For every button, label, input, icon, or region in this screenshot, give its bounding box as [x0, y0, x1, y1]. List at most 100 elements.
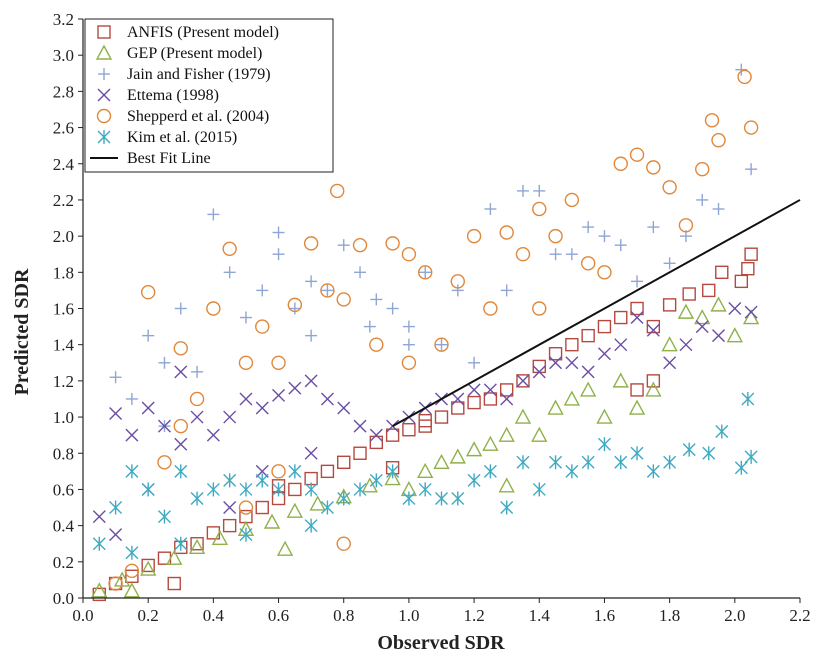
data-point-circle	[629, 147, 645, 162]
data-point-plus	[435, 338, 448, 351]
data-point-plus	[191, 365, 204, 378]
legend-marker-square	[97, 25, 111, 39]
data-point-triangle	[482, 435, 499, 451]
data-point-circle	[271, 355, 286, 370]
data-point-plus	[305, 329, 318, 342]
data-point-x	[223, 410, 237, 424]
data-point-circle	[206, 301, 221, 316]
data-point-asterisk	[272, 482, 286, 497]
data-point-circle	[613, 156, 628, 171]
data-point-circle	[369, 337, 384, 352]
data-point-x	[288, 381, 302, 395]
data-point-circle	[238, 500, 254, 515]
data-point-square	[141, 558, 155, 573]
data-point-triangle	[263, 513, 281, 529]
data-point-plus	[500, 284, 513, 297]
data-point-plus	[174, 302, 187, 315]
data-point-circle	[711, 133, 726, 148]
data-point-triangle	[449, 448, 466, 464]
data-point-circle	[173, 418, 188, 434]
data-point-plus	[272, 226, 285, 239]
data-point-plus	[419, 266, 432, 279]
data-point-circle	[124, 563, 140, 579]
data-point-circle	[238, 355, 254, 370]
x-axis-title: Observed SDR	[377, 632, 505, 654]
legend-label: GEP (Present model)	[127, 45, 262, 62]
y-tick-label: 1.0	[53, 408, 74, 427]
data-point-triangle	[612, 372, 629, 388]
data-point-square	[418, 419, 432, 433]
data-point-asterisk	[402, 491, 416, 506]
legend-marker-asterisk	[97, 130, 111, 144]
data-point-plus	[142, 329, 155, 342]
data-point-circle	[140, 285, 156, 300]
data-point-x	[451, 392, 465, 406]
data-point-x	[581, 365, 595, 379]
legend: ANFIS (Present model) GEP (Present model)…	[84, 18, 334, 173]
data-point-asterisk	[92, 536, 106, 551]
y-tick-label: 0.8	[53, 444, 74, 463]
data-point-plus	[363, 320, 376, 333]
data-point-plus	[516, 184, 529, 197]
data-point-asterisk	[483, 464, 497, 479]
data-point-square	[222, 518, 237, 533]
data-point-x	[565, 356, 579, 370]
data-point-asterisk	[190, 491, 204, 506]
data-point-square	[353, 446, 367, 460]
data-point-triangle	[661, 336, 678, 352]
data-point-asterisk	[337, 491, 351, 506]
data-point-asterisk	[516, 455, 530, 470]
data-point-x	[728, 302, 742, 315]
data-point-asterisk	[581, 455, 595, 470]
data-point-triangle	[140, 560, 157, 576]
data-point-plus	[549, 248, 562, 261]
data-point-x	[190, 410, 204, 424]
data-point-plus	[386, 302, 399, 315]
data-point-square	[741, 261, 755, 276]
data-point-circle	[704, 113, 720, 128]
legend-label: Shepperd et al. (2004)	[127, 108, 269, 125]
data-point-square	[451, 401, 465, 415]
data-point-square	[167, 576, 181, 591]
data-point-circle	[597, 265, 612, 280]
data-point-plus	[598, 230, 611, 243]
data-point-plus	[272, 248, 285, 261]
data-point-circle	[336, 292, 351, 307]
data-point-asterisk	[109, 500, 123, 515]
data-point-square	[614, 310, 628, 325]
data-point-circle	[336, 536, 351, 551]
data-point-square	[369, 435, 384, 450]
data-point-triangle	[710, 296, 727, 312]
data-point-plus	[631, 275, 644, 288]
data-point-asterisk	[532, 482, 546, 497]
data-point-x	[516, 374, 530, 388]
data-point-square	[581, 328, 595, 343]
data-point-triangle	[563, 390, 581, 406]
data-point-asterisk	[239, 527, 253, 542]
y-tick-label: 0.6	[53, 480, 74, 499]
x-tick-label: 2.0	[724, 606, 745, 625]
y-tick-label: 1.6	[53, 300, 74, 319]
data-point-x	[255, 401, 269, 415]
data-point-x	[157, 419, 171, 433]
data-point-x	[304, 374, 318, 388]
data-point-circle	[743, 120, 759, 135]
data-point-triangle	[286, 502, 304, 518]
data-point-asterisk	[663, 455, 677, 470]
data-point-x	[549, 356, 563, 370]
data-point-plus	[735, 63, 748, 76]
data-point-circle	[157, 455, 172, 470]
data-point-circle	[108, 576, 123, 591]
data-point-triangle	[742, 309, 760, 325]
x-tick-label: 0.6	[268, 606, 289, 625]
legend-marker-triangle	[95, 44, 113, 60]
data-point-triangle	[91, 582, 108, 598]
data-point-square	[532, 359, 546, 374]
data-point-triangle	[596, 408, 613, 424]
data-point-plus	[370, 293, 383, 306]
data-point-square	[682, 287, 696, 301]
data-point-x	[712, 329, 726, 343]
data-point-circle	[287, 297, 303, 313]
data-point-x	[109, 528, 123, 542]
legend-marker-circle	[96, 108, 112, 124]
